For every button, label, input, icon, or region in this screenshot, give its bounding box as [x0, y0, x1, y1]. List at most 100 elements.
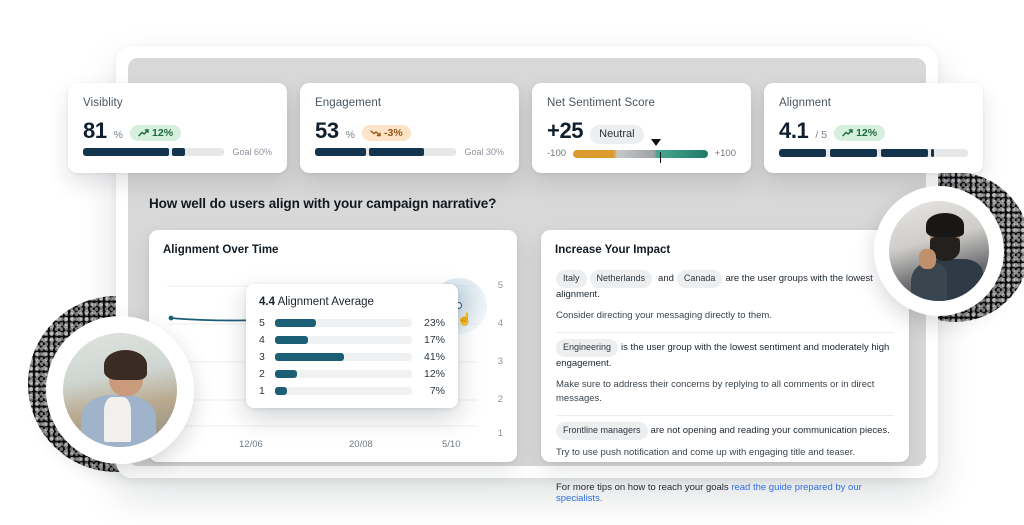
trend-up-icon: [138, 129, 149, 137]
kpi-value-row: +25 Neutral: [547, 118, 736, 145]
tooltip-header: 4.4 Alignment Average: [259, 296, 445, 308]
tooltip-bar-fill: [275, 319, 317, 327]
kpi-progress-row: [779, 149, 968, 157]
tooltip-percent: 23%: [423, 317, 445, 329]
kpi-progress-track: [779, 149, 968, 157]
tooltip-score: 1: [259, 385, 265, 397]
y-axis-tick: 5: [497, 280, 503, 291]
tooltip-bar-fill: [275, 370, 297, 378]
kpi-progress-segment: [83, 148, 170, 156]
kpi-value: 81: [83, 118, 107, 143]
tooltip-bar-fill: [275, 387, 288, 395]
tooltip-percent: 7%: [429, 385, 445, 397]
sentiment-scale-row: -100 +100: [547, 138, 736, 163]
tip-headline-tail: are not opening and reading your communi…: [650, 425, 890, 437]
mouse-cursor-icon: ☝: [457, 312, 472, 326]
tooltip-average-label: Alignment Average: [277, 296, 374, 308]
y-axis-tick: 2: [497, 394, 503, 405]
tooltip-bar-track: [275, 336, 412, 344]
kpi-trend-value: 12%: [152, 126, 174, 139]
tooltip-score: 4: [259, 334, 265, 346]
tooltip-score: 3: [259, 351, 265, 363]
guide-link[interactable]: read the guide prepared by our specialis…: [556, 482, 862, 505]
divider: [556, 469, 894, 471]
tip-chip-engineering[interactable]: Engineering: [556, 338, 619, 357]
panel-title: Increase Your Impact: [555, 244, 671, 256]
avatar-photo: [63, 333, 177, 447]
tooltip-bar-track: [275, 387, 412, 395]
tooltip-row: 4 17%: [259, 334, 445, 346]
avatar-hair: [926, 213, 964, 237]
kpi-trend-badge: -3%: [362, 124, 411, 142]
tip-item: Italy Netherlands and Canada are the user gr…: [556, 264, 894, 332]
kpi-unit: %: [113, 129, 124, 141]
kpi-trend-badge: 12%: [130, 124, 182, 142]
tooltip-percent: 12%: [423, 368, 445, 380]
sentiment-marker: [651, 138, 662, 163]
kpi-value-row: 4.1 / 5 12%: [779, 118, 968, 144]
kpi-unit: %: [345, 129, 356, 141]
kpi-progress-segment: [172, 148, 185, 156]
tooltip-average-value: 4.4: [259, 296, 275, 308]
avatar-arm: [911, 263, 947, 301]
tip-subtext: Try to use push notification and come up…: [556, 447, 856, 458]
tooltip-row: 1 7%: [259, 385, 445, 397]
trend-down-icon: [370, 130, 381, 137]
kpi-trend-value: -3%: [384, 126, 403, 139]
tips-footer-text: For more tips on how to reach your goals: [556, 482, 732, 494]
tooltip-row: 2 12%: [259, 368, 445, 380]
avatar-hand: [919, 249, 936, 269]
kpi-title: Net Sentiment Score: [547, 97, 656, 109]
kpi-progress-row: Goal 60%: [83, 147, 272, 157]
avatar-shirt: [104, 396, 132, 443]
tip-headline-tail: is the user group with the lowest sentim…: [556, 341, 890, 369]
kpi-trend-value: 12%: [856, 126, 878, 139]
tip-chip-italy[interactable]: Italy: [556, 270, 587, 288]
sentiment-max-label: +100: [714, 148, 736, 159]
kpi-card-alignment[interactable]: Alignment 4.1 / 5 12%: [764, 83, 983, 173]
tooltip-bar-track: [275, 353, 412, 361]
tip-chip-frontline-managers[interactable]: Frontline managers: [556, 422, 648, 440]
kpi-card-visibility[interactable]: Visiblity 81 % 12% Goal 60%: [68, 83, 287, 173]
kpi-card-engagement[interactable]: Engagement 53 % -3% Goal 30%: [300, 83, 519, 173]
x-axis-tick: 20/08: [349, 439, 373, 450]
tooltip-score: 2: [259, 368, 265, 380]
tooltip-bar-fill: [275, 336, 308, 344]
divider: [556, 331, 894, 333]
alignment-average-tooltip: 4.4 Alignment Average 5 23% 4 17% 3 41% …: [246, 284, 458, 408]
x-axis-tick: 12/06: [239, 439, 263, 450]
y-axis-tick: 3: [497, 356, 503, 367]
tip-chip-netherlands[interactable]: Netherlands: [589, 270, 653, 288]
tip-item: Frontline managers are not opening and re…: [556, 416, 894, 469]
kpi-value: 53: [315, 118, 339, 143]
tip-headline: Engineering is the user group with the lo…: [556, 338, 894, 372]
kpi-card-net-sentiment[interactable]: Net Sentiment Score +25 Neutral -100 +10…: [532, 83, 751, 173]
tooltip-bar-track: [275, 370, 412, 378]
tip-subtext: Make sure to address their concerns by r…: [556, 378, 875, 404]
kpi-title: Engagement: [315, 97, 382, 109]
avatar-woman: [46, 316, 194, 464]
sentiment-scale-track[interactable]: [573, 138, 708, 163]
avatar-hair: [104, 350, 148, 380]
sentiment-min-label: -100: [547, 148, 567, 159]
kpi-progress-segment: [931, 149, 934, 157]
kpi-progress-segment: [779, 149, 827, 157]
kpi-progress-segment: [315, 148, 366, 156]
tooltip-bar-fill: [275, 353, 344, 361]
tip-item: Engineering is the user group with the lo…: [556, 333, 894, 415]
kpi-progress-segment: [368, 148, 424, 156]
avatar-photo: [889, 201, 989, 301]
kpi-value-row: 53 % -3%: [315, 118, 504, 144]
tips-footer: For more tips on how to reach your goals…: [556, 470, 894, 504]
tip-chip-canada[interactable]: Canada: [676, 270, 723, 288]
kpi-unit: / 5: [815, 129, 828, 141]
kpi-goal-label: Goal 60%: [232, 147, 272, 157]
tooltip-score: 5: [259, 317, 265, 329]
kpi-value: 4.1: [779, 118, 809, 143]
kpi-goal-label: Goal 30%: [464, 147, 504, 157]
kpi-title: Alignment: [779, 97, 832, 109]
x-axis-tick: 5/10: [442, 439, 461, 450]
kpi-progress-row: Goal 30%: [315, 147, 504, 157]
tip-headline-tail: are the user groups with the lowest alig…: [556, 273, 873, 300]
